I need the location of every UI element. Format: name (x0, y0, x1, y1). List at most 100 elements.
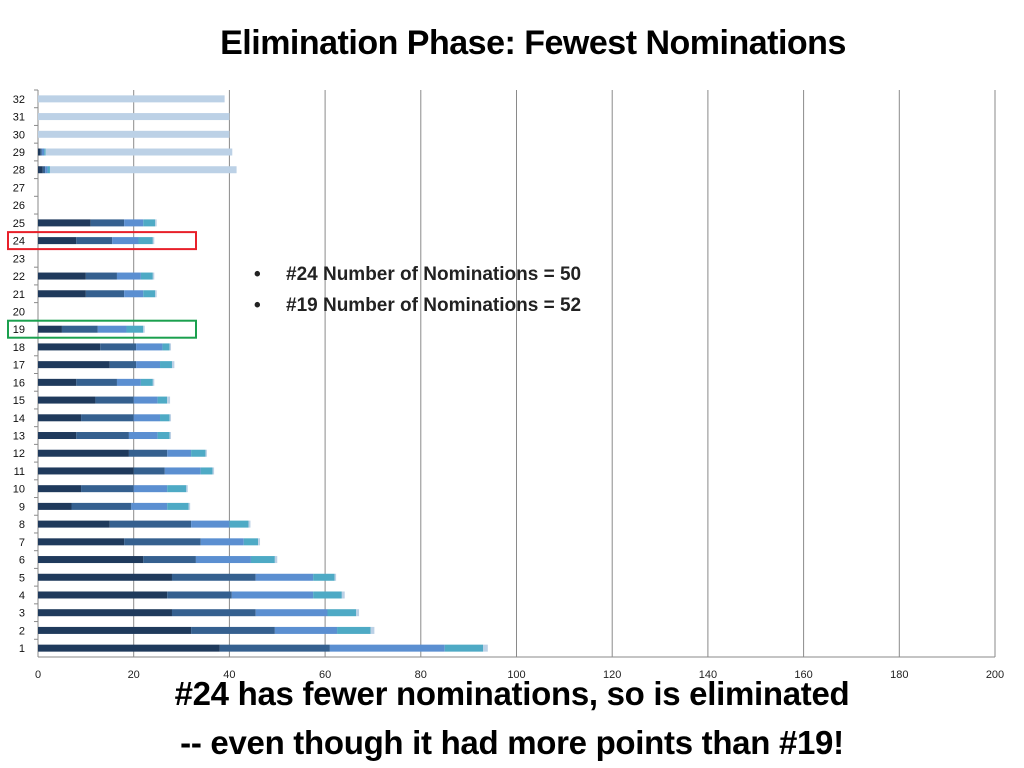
bar-8-seg1 (38, 520, 110, 528)
bar-14-seg3 (133, 414, 161, 422)
bar-1-seg3 (329, 644, 445, 652)
x-tick-label-80: 80 (415, 669, 427, 681)
bar-10-seg2 (81, 485, 134, 493)
bar-1-seg4 (444, 644, 484, 652)
y-tick-label-27: 27 (13, 182, 25, 194)
bar-15-seg1 (38, 396, 96, 404)
bar-2-seg3 (274, 626, 338, 634)
x-tick-label-200: 200 (986, 669, 1004, 681)
bar-10-seg4 (167, 485, 187, 493)
x-tick-label-0: 0 (35, 669, 41, 681)
caption-line-1: #24 has fewer nominations, so is elimina… (174, 675, 850, 712)
bar-8-seg2 (109, 520, 192, 528)
x-tick-label-60: 60 (319, 669, 331, 681)
bar-1-seg2 (219, 644, 330, 652)
bar-7-seg1 (38, 538, 125, 546)
bar-22-seg2 (85, 272, 117, 280)
bar-13-seg1 (38, 432, 77, 440)
bar-11-seg3 (164, 467, 201, 475)
y-tick-label-20: 20 (13, 306, 25, 318)
y-tick-label-7: 7 (19, 537, 25, 549)
bar-14-seg1 (38, 414, 82, 422)
bar-19-seg3 (97, 325, 127, 333)
bar-22-seg1 (38, 272, 86, 280)
annotation-bullet-19: #19 Number of Nominations = 52 (254, 293, 581, 324)
bar-24-seg4 (138, 237, 153, 245)
bar-10-seg3 (133, 485, 168, 493)
x-tick-label-120: 120 (603, 669, 621, 681)
bar-10-seg1 (38, 485, 82, 493)
bar-9-seg5 (188, 502, 191, 510)
bar-14-seg4 (160, 414, 170, 422)
y-tick-label-14: 14 (13, 413, 25, 425)
bar-5-seg2 (171, 573, 256, 581)
y-tick-label-22: 22 (13, 271, 25, 283)
bar-12-seg3 (167, 449, 192, 457)
bar-29-seg4 (44, 148, 46, 156)
bar-17-seg4 (160, 361, 172, 369)
bar-4-seg1 (38, 591, 168, 599)
bar-4-seg2 (167, 591, 232, 599)
y-tick-label-24: 24 (13, 236, 25, 248)
bar-28-seg4 (47, 166, 50, 174)
x-tick-label-140: 140 (699, 669, 717, 681)
bar-29-seg3 (41, 148, 45, 156)
bar-3-seg4 (327, 609, 357, 617)
highlight-box-24 (7, 231, 197, 251)
bar-17-seg1 (38, 361, 110, 369)
y-tick-label-29: 29 (13, 147, 25, 159)
y-tick-label-28: 28 (13, 165, 25, 177)
bar-15-seg3 (133, 396, 158, 404)
bar-2-seg4 (337, 626, 371, 634)
y-tick-label-30: 30 (13, 129, 25, 141)
y-tick-label-11: 11 (14, 466, 25, 478)
y-tick-label-13: 13 (13, 431, 25, 443)
bar-6-seg2 (143, 556, 196, 564)
bar-7-seg5 (258, 538, 261, 546)
y-tick-label-18: 18 (13, 342, 25, 354)
bar-15-seg4 (157, 396, 168, 404)
bar-11-seg4 (200, 467, 213, 475)
y-tick-label-5: 5 (19, 572, 25, 584)
y-tick-label-9: 9 (19, 501, 25, 513)
bar-5-seg4 (313, 573, 335, 581)
bar-5-seg5 (334, 573, 337, 581)
bar-12-seg2 (128, 449, 168, 457)
bar-25-seg3 (124, 219, 144, 227)
bar-13-seg4 (157, 432, 170, 440)
y-tick-label-31: 31 (13, 112, 25, 124)
y-tick-label-15: 15 (13, 395, 25, 407)
bar-5-seg3 (255, 573, 314, 581)
bar-18-seg2 (100, 343, 137, 351)
bar-16-seg2 (76, 378, 117, 386)
x-tick-label-20: 20 (128, 669, 140, 681)
bar-22-seg5 (152, 272, 155, 280)
y-tick-label-32: 32 (13, 94, 25, 106)
bar-8-seg3 (191, 520, 230, 528)
bar-14-seg5 (169, 414, 172, 422)
y-tick-label-8: 8 (19, 519, 25, 531)
bar-21-seg5 (155, 290, 157, 298)
bar-6-seg1 (38, 556, 144, 564)
y-tick-label-23: 23 (13, 253, 25, 265)
bar-32-seg5 (38, 95, 225, 103)
bar-29-seg2 (40, 148, 42, 156)
bar-11-seg5 (212, 467, 215, 475)
bar-28-seg5 (49, 166, 237, 174)
y-tick-label-25: 25 (13, 218, 25, 230)
bar-16-seg5 (152, 378, 155, 386)
bar-25-seg1 (38, 219, 91, 227)
bar-3-seg2 (171, 609, 256, 617)
highlight-box-19 (7, 319, 197, 339)
annotation-bullet-24: #24 Number of Nominations = 50 (254, 262, 581, 293)
bar-18-seg5 (169, 343, 172, 351)
y-tick-label-10: 10 (13, 484, 25, 496)
x-tick-label-160: 160 (794, 669, 812, 681)
bar-2-seg1 (38, 626, 192, 634)
bar-3-seg1 (38, 609, 172, 617)
y-tick-label-21: 21 (13, 289, 25, 301)
bar-10-seg5 (186, 485, 188, 493)
bar-12-seg5 (205, 449, 207, 457)
bar-7-seg4 (243, 538, 259, 546)
bar-24-seg1 (38, 237, 77, 245)
